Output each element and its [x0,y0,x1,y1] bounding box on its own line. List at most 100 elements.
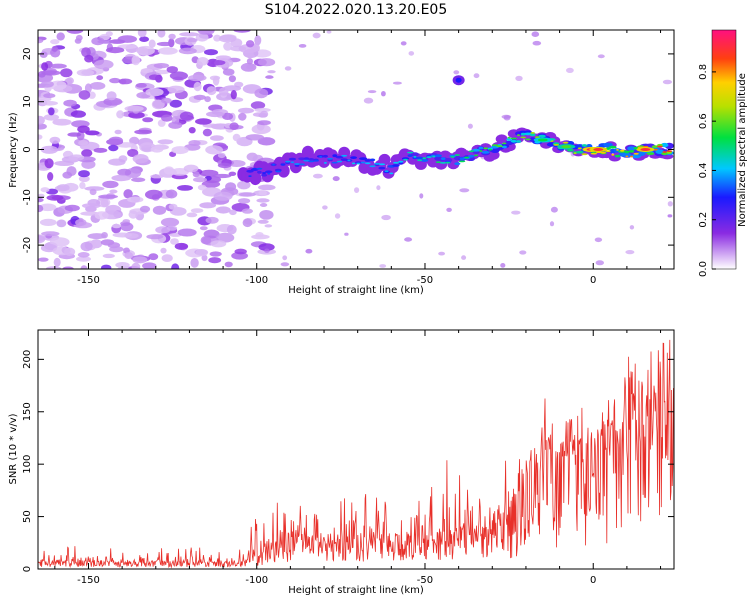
heatmap-cell [80,241,93,252]
heatmap-cell [132,154,149,164]
heatmap-cell [420,159,429,162]
colorbar-gradient [712,30,736,269]
heatmap-cell [78,90,91,100]
heatmap-cell [657,145,663,148]
heatmap-cell [170,238,179,245]
heatmap-cell [226,224,237,235]
heatmap-cell [622,152,632,158]
heatmap-cell [264,224,273,228]
heatmap-cell [39,218,57,226]
heatmap-cell [148,74,161,80]
heatmap-cell [629,225,635,230]
heatmap-cell [364,162,371,165]
heatmap-cell [407,151,414,154]
heatmap-cell [392,164,400,167]
heatmap-cell [245,134,264,141]
heatmap-cell [230,90,237,100]
heatmap-cell [56,32,65,41]
heatmap-cell [389,172,394,175]
x-tick-label: -100 [245,275,268,286]
heatmap-cell [331,161,338,164]
heatmap-cell [474,154,479,157]
heatmap-cell [581,144,588,147]
heatmap-cell [277,164,290,178]
heatmap-cell [257,58,276,67]
heatmap-cell [68,154,85,161]
heatmap-cell [510,139,517,143]
heatmap-cell [633,152,639,155]
heatmap-cell [102,180,119,189]
heatmap-cell [196,57,209,66]
heatmap-cell [630,155,634,158]
heatmap-cell [139,36,150,42]
y-tick-label: -10 [22,189,33,205]
heatmap-cell [517,134,520,137]
heatmap-cell [108,144,119,152]
colorbar-label: Normalized spectral amplitude [737,73,748,227]
heatmap-cell [238,198,251,204]
heatmap-cell [259,203,268,207]
heatmap-cell [529,133,536,137]
y-tick-label: 10 [22,95,33,108]
heatmap-cell [64,204,80,212]
heatmap-cell [250,101,266,110]
heatmap-cell [450,156,455,158]
heatmap-cell [363,97,374,104]
x-tick-label: -50 [417,275,433,286]
heatmap-cell [127,196,144,203]
heatmap-cell [193,94,206,101]
heatmap-cell [459,188,470,193]
heatmap-cell [403,158,408,161]
heatmap-cell [255,232,264,238]
heatmap-cell [256,167,263,170]
heatmap-cell [40,187,50,193]
heatmap-cell [454,154,460,156]
heatmap-cell [87,233,107,240]
heatmap-cell [212,76,220,86]
heatmap-cell [78,175,90,183]
heatmap-cell [507,136,511,139]
heatmap-cell [359,157,368,161]
heatmap-cell [94,211,109,220]
y-tick-label: 150 [22,402,33,421]
heatmap-cell [265,75,274,79]
heatmap-cell [74,38,82,44]
heatmap-cell [76,69,95,77]
heatmap-cell [70,110,86,118]
heatmap-cell [215,206,231,214]
heatmap-cell [160,217,180,227]
heatmap-cell [213,191,233,201]
snr-frame [37,329,675,570]
heatmap-cell [246,40,255,48]
heatmap-cell [603,142,613,147]
heatmap-cell [511,210,521,215]
heatmap-cell [237,180,251,190]
heatmap-cell [132,256,148,264]
heatmap-cell [597,54,605,59]
heatmap-cell [496,145,504,148]
heatmap-cell [379,264,387,268]
heatmap-cell [228,75,236,83]
heatmap-cell [417,159,423,162]
heatmap-cell [216,232,235,243]
heatmap-cell [257,120,271,126]
y-tick-label: 0 [22,146,33,152]
heatmap-cell [157,30,166,38]
heatmap-cell [167,85,185,94]
heatmap-cell [290,161,295,164]
heatmap-cell [453,70,460,75]
heatmap-cell [52,118,72,126]
heatmap-cell [183,164,199,173]
heatmap-cell [378,163,386,166]
heatmap-cell [378,153,391,166]
y-tick-label: 20 [22,48,33,61]
heatmap-cell [157,139,174,145]
heatmap-cell [222,112,234,120]
heatmap-cell [111,174,131,182]
heatmap-cell [140,68,153,74]
heatmap-cell [193,81,202,92]
heatmap-cell [153,63,170,69]
heatmap-cell [179,32,200,37]
heatmap-cell [127,149,139,157]
heatmap-cell [188,74,207,82]
